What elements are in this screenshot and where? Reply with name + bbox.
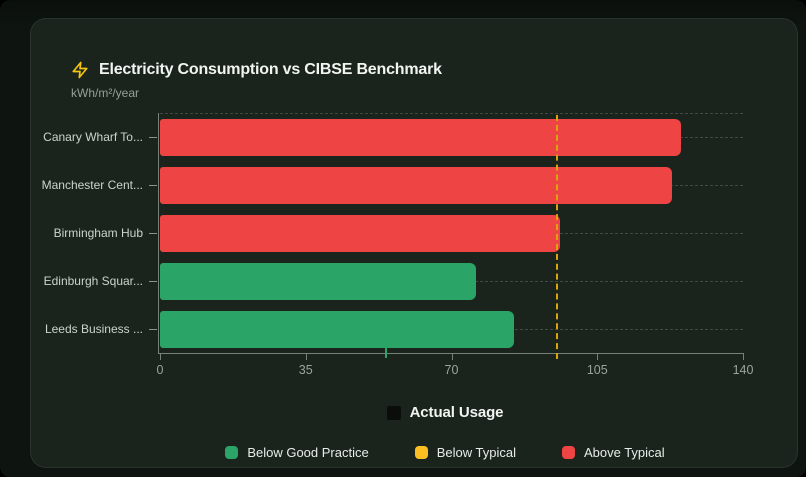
usage-bar-edinburgh-squar[interactable] xyxy=(160,262,477,300)
usage-bar-manchester-cent[interactable] xyxy=(160,166,673,204)
usage-bar-leeds-business[interactable] xyxy=(160,310,514,348)
legend-swatch xyxy=(225,446,239,459)
actual-usage-label: Actual Usage xyxy=(409,404,504,421)
usage-bar-birmingham-hub[interactable] xyxy=(160,214,560,252)
chart-units-subtitle: kWh/m²/year xyxy=(71,86,140,100)
card-header: Electricity Consumption vs CIBSE Benchma… xyxy=(71,61,442,100)
zap-icon xyxy=(72,61,88,79)
legend-item-above-typical[interactable]: Above Typical xyxy=(561,445,665,460)
chart-title: Electricity Consumption vs CIBSE Benchma… xyxy=(99,61,442,78)
usage-bar-canary-wharf-to[interactable] xyxy=(160,118,681,156)
legend-item-below-typical[interactable]: Below Typical xyxy=(414,445,516,460)
status-legend: Below Good Practice Below Typical Above Ty… xyxy=(61,445,806,460)
legend-label: Below Good Practice xyxy=(247,445,369,460)
legend-swatch xyxy=(561,446,575,459)
legend-label: Above Typical xyxy=(583,445,665,460)
series-legend: Actual Usage xyxy=(61,404,806,421)
actual-usage-swatch xyxy=(386,405,401,420)
legend-item-below-good-practice[interactable]: Below Good Practice xyxy=(225,445,369,460)
legend-swatch xyxy=(414,446,428,459)
legend-label: Below Typical xyxy=(436,445,516,460)
